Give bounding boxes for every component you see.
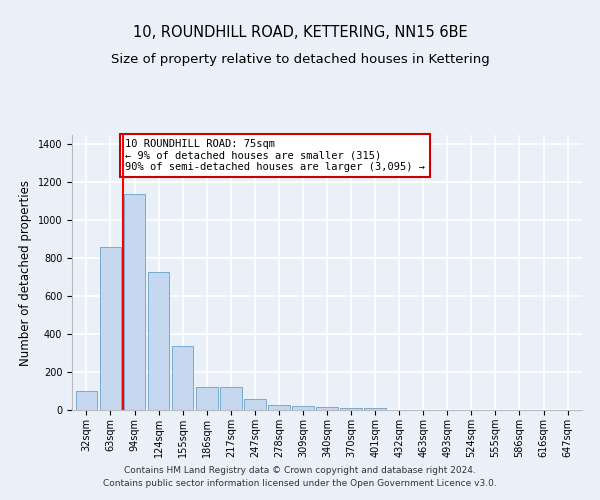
Bar — [268, 406, 290, 410]
Bar — [316, 407, 338, 410]
Y-axis label: Number of detached properties: Number of detached properties — [19, 180, 32, 366]
Bar — [100, 247, 121, 410]
Bar — [172, 346, 193, 410]
Bar — [124, 194, 145, 410]
Text: 10 ROUNDHILL ROAD: 75sqm
← 9% of detached houses are smaller (315)
90% of semi-d: 10 ROUNDHILL ROAD: 75sqm ← 9% of detache… — [125, 139, 425, 172]
Bar — [76, 391, 97, 410]
Text: 10, ROUNDHILL ROAD, KETTERING, NN15 6BE: 10, ROUNDHILL ROAD, KETTERING, NN15 6BE — [133, 25, 467, 40]
Bar — [292, 406, 314, 410]
Bar — [340, 408, 362, 410]
Text: Size of property relative to detached houses in Kettering: Size of property relative to detached ho… — [110, 52, 490, 66]
Bar — [244, 398, 266, 410]
Bar — [364, 408, 386, 410]
Bar — [220, 387, 242, 410]
Bar — [148, 272, 169, 410]
Bar — [196, 387, 218, 410]
Text: Contains HM Land Registry data © Crown copyright and database right 2024.
Contai: Contains HM Land Registry data © Crown c… — [103, 466, 497, 487]
